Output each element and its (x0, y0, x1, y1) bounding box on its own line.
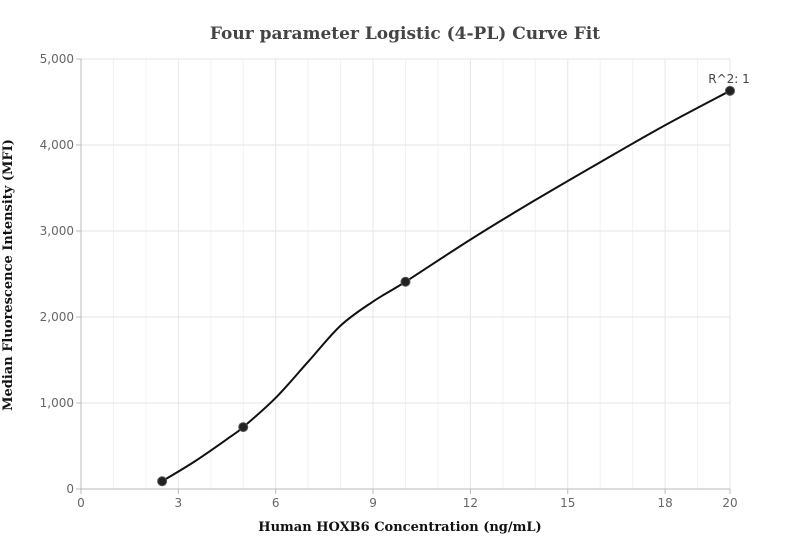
y-axis-ticks: 0 1,000 2,000 3,000 4,000 5,000 (40, 52, 81, 496)
x-tick-label: 0 (77, 496, 85, 510)
y-tick-label: 1,000 (40, 396, 74, 410)
x-axis-label: Human HOXB6 Concentration (ng/mL) (258, 520, 541, 535)
y-tick-label: 2,000 (40, 310, 74, 324)
grid (81, 58, 731, 489)
y-tick-label: 4,000 (40, 138, 74, 152)
fit-curve-layer (161, 89, 731, 483)
y-axis-label: Median Fluorescence Intensity (MFI) (1, 139, 16, 411)
x-axis-ticks: 0 3 6 9 12 15 18 20 (77, 489, 738, 510)
y-tick-label: 0 (66, 482, 74, 496)
axes (80, 59, 730, 490)
fit-curve-line (161, 89, 731, 483)
chart-title: Four parameter Logistic (4-PL) Curve Fit (210, 24, 600, 44)
x-tick-label: 12 (463, 496, 478, 510)
x-tick-label: 3 (175, 496, 183, 510)
x-tick-label: 18 (657, 496, 672, 510)
data-point (400, 276, 411, 287)
r-squared-annotation: R^2: 1 (708, 72, 750, 86)
y-tick-label: 3,000 (40, 224, 74, 238)
y-tick-label: 5,000 (40, 52, 74, 66)
x-tick-label: 9 (369, 496, 377, 510)
data-points-layer (157, 85, 735, 487)
x-tick-label: 6 (272, 496, 280, 510)
data-point (157, 476, 168, 487)
data-point (238, 422, 249, 433)
x-tick-label: 15 (560, 496, 575, 510)
x-tick-label: 20 (722, 496, 737, 510)
data-point (725, 85, 735, 96)
